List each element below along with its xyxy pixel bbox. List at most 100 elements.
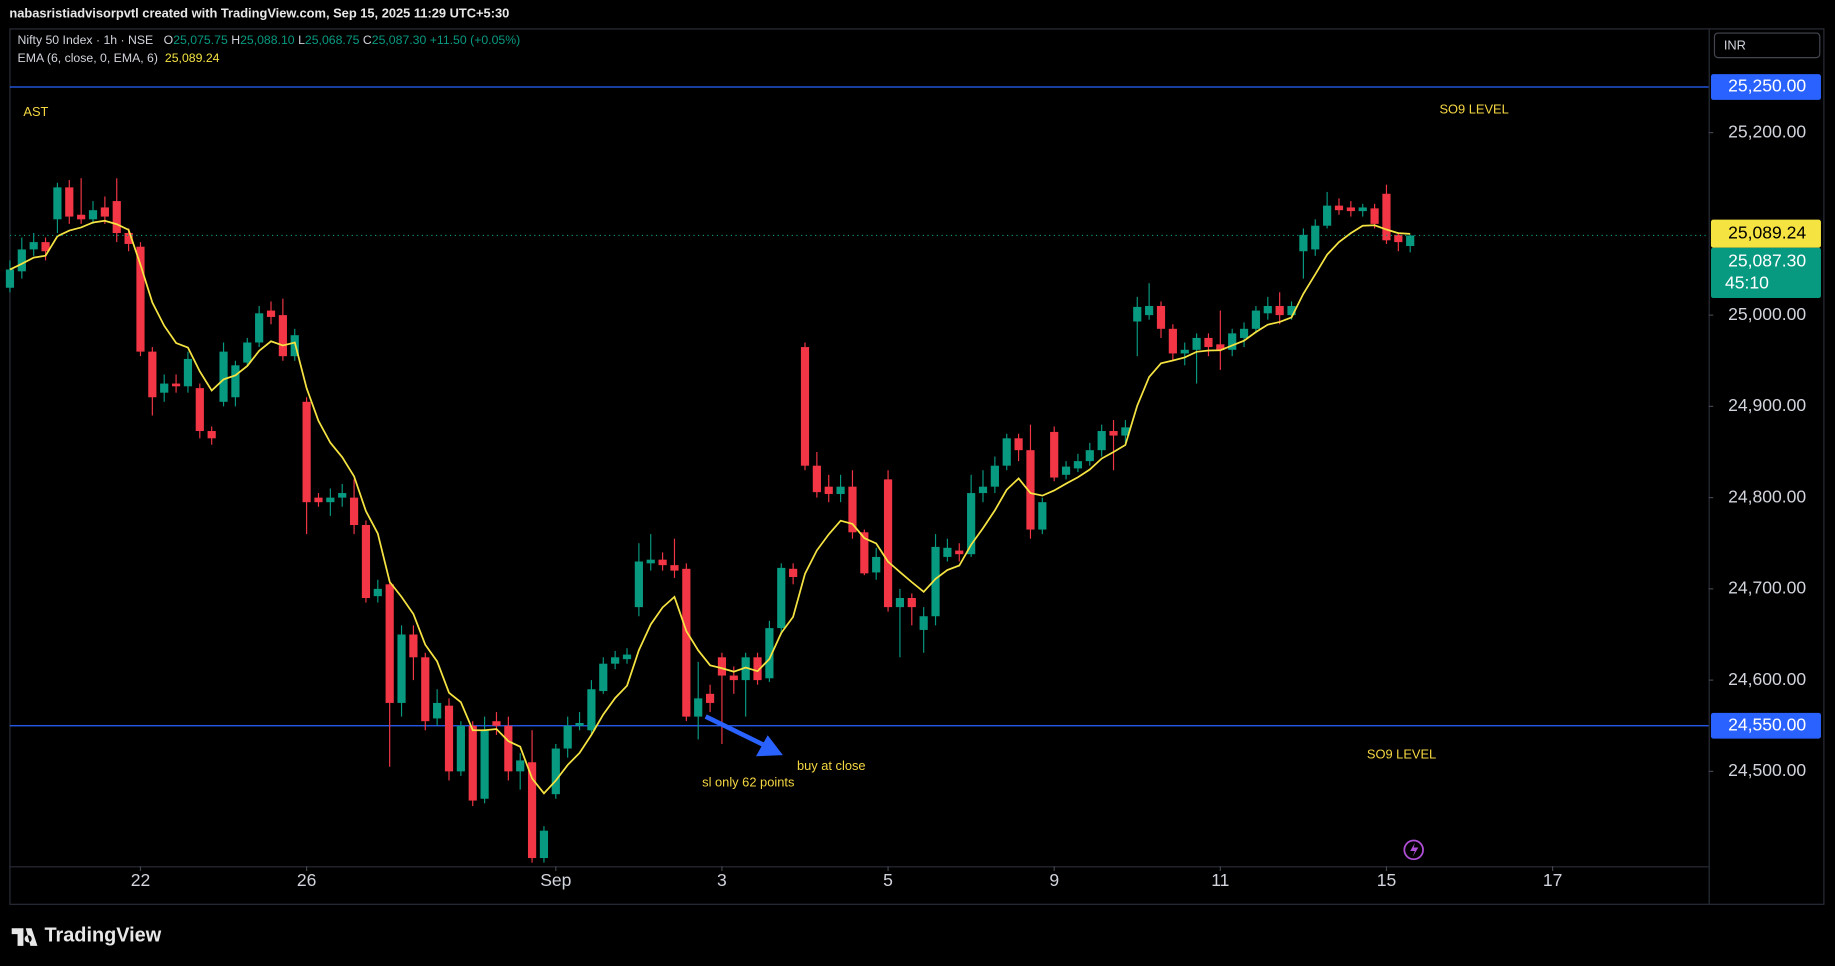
currency[interactable]: INR — [1724, 37, 1746, 52]
candle-body — [5, 269, 15, 288]
candle-body — [255, 313, 264, 343]
candle-body — [1251, 310, 1261, 329]
legend-ema: EMA (6, close, 0, EMA, 6) 25,089.24 — [18, 51, 220, 65]
candle-body — [100, 207, 109, 217]
candle-body — [302, 401, 311, 503]
candle-body — [148, 351, 157, 398]
candle-body — [812, 465, 821, 493]
legend-low: 25,068.75 — [305, 33, 360, 47]
candle-body — [622, 654, 632, 660]
candle-body — [1287, 305, 1296, 316]
logo-mark — [11, 928, 38, 946]
level-tag — [1710, 74, 1821, 100]
legend-open: 25,075.75 — [173, 33, 228, 47]
candle-body — [967, 493, 976, 555]
candle-body — [207, 431, 216, 439]
candle-body — [1038, 502, 1047, 530]
candle-body — [729, 675, 738, 681]
y-tick-label: 25,000.00 — [1728, 304, 1806, 324]
candle-body — [1073, 461, 1083, 469]
candle-body — [836, 486, 845, 494]
candle-body — [349, 497, 359, 525]
candle-body — [931, 546, 940, 617]
candle-body — [29, 242, 38, 250]
candle-body — [777, 567, 786, 629]
candle-body — [599, 663, 608, 692]
candle-body — [919, 616, 928, 630]
brand: TradingView — [44, 925, 161, 947]
candle-body — [694, 698, 703, 717]
candle-body — [468, 725, 477, 801]
candle-body — [611, 657, 620, 664]
candle-body — [195, 388, 204, 432]
countdown: 45:10 — [1725, 273, 1769, 293]
candle-body — [361, 524, 371, 598]
candle-body — [670, 565, 679, 571]
candle-body — [872, 556, 881, 573]
candle-body — [385, 584, 394, 703]
ema-value: 25,089.24 — [165, 51, 220, 65]
candle-body — [219, 351, 228, 402]
candle-body — [682, 568, 691, 717]
legend-change: +11.50 (+0.05%) — [430, 33, 520, 47]
candle-body — [326, 497, 335, 503]
candle-body — [480, 730, 489, 799]
candle-body — [1121, 427, 1130, 436]
candle-body — [1346, 207, 1355, 212]
y-tick-label: 24,800.00 — [1728, 486, 1806, 506]
candle-body — [753, 657, 762, 681]
candle-body — [1097, 431, 1106, 451]
candle-body — [1323, 205, 1332, 226]
candle-body — [1026, 450, 1035, 530]
candle-body — [456, 725, 465, 772]
arrow — [704, 714, 783, 757]
x-tick-label: 11 — [1211, 870, 1229, 890]
candle-body — [1263, 305, 1272, 314]
candle-body — [171, 383, 181, 387]
candle-body — [741, 657, 750, 681]
legend-symbol: Nifty 50 Index · 1h · NSE — [18, 33, 154, 47]
candle-body — [1156, 305, 1166, 329]
candle-body — [1299, 234, 1308, 252]
candle-body — [587, 689, 596, 731]
candle-body — [883, 479, 893, 608]
plot: 24,500.00 24,600.00 24,700.00 24,800.00 24,9… — [5, 74, 1821, 890]
price-tag — [1710, 247, 1821, 299]
candle-body — [860, 532, 869, 574]
candle-body — [848, 486, 857, 533]
candle-body — [409, 634, 418, 658]
legend-close: 25,087.30 — [372, 33, 427, 47]
x-tick-label: 3 — [717, 870, 727, 890]
legend-letter: L — [298, 33, 305, 47]
level-label: 24,550.00 — [1728, 714, 1806, 734]
candle-body — [1050, 431, 1059, 478]
candle-body — [124, 233, 133, 244]
annotation: SO9 LEVEL — [1439, 102, 1508, 117]
candle-body — [243, 342, 252, 363]
candle-body — [314, 497, 323, 503]
candle-body — [1370, 208, 1379, 224]
candle-body — [1204, 337, 1213, 348]
candle-body — [112, 201, 121, 234]
candle-body — [634, 561, 643, 608]
candle-body — [1061, 466, 1071, 475]
alert-icon[interactable] — [1403, 839, 1424, 861]
arrow-shaft — [704, 714, 765, 747]
candle-body — [1085, 450, 1094, 462]
candle-body — [1382, 193, 1391, 241]
candle-body — [539, 830, 549, 859]
x-tick-label: 22 — [131, 870, 151, 890]
legend-ohlc: Nifty 50 Index · 1h · NSE O25,075.75 H25… — [18, 33, 521, 47]
candle-body — [397, 634, 406, 703]
ema-tag-label: 25,089.24 — [1728, 222, 1806, 242]
candle-body — [800, 347, 810, 466]
annotation: SO9 LEVEL — [1367, 746, 1436, 761]
candle-body — [895, 597, 905, 608]
currency-box[interactable] — [1713, 32, 1821, 59]
candle-body — [41, 242, 50, 252]
candle-body — [1192, 337, 1201, 350]
candle-body — [338, 493, 347, 498]
legend-high: 25,088.10 — [240, 33, 295, 47]
x-tick-label: 5 — [883, 870, 893, 890]
